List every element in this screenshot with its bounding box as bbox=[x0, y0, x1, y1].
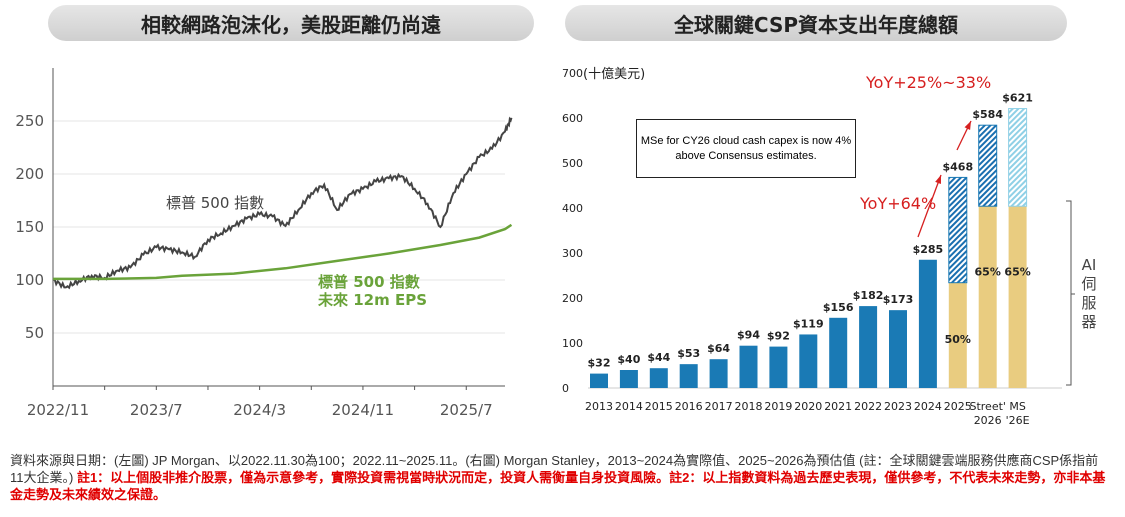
x-tick-label: 2021 bbox=[824, 400, 852, 413]
value-label: $53 bbox=[677, 347, 700, 360]
eps-label: 未來 12m EPS bbox=[317, 291, 427, 309]
value-label: $32 bbox=[588, 357, 611, 370]
value-label: $64 bbox=[707, 342, 730, 355]
sp500-label: 標普 500 指數 bbox=[166, 194, 264, 212]
y-tick-label: 50 bbox=[25, 324, 44, 342]
value-label: $182 bbox=[853, 289, 884, 302]
x-tick-label: 2013 bbox=[585, 400, 613, 413]
arrowhead bbox=[964, 121, 971, 130]
footnote: 資料來源與日期：(左圖) JP Morgan、以2022.11.30為100；2… bbox=[10, 452, 1110, 503]
x-tick-label: 2018 bbox=[735, 400, 763, 413]
capex-bar-chart: 0 100 200 300 400 500 600 700 (十億美元) $32 2013 $40 20… bbox=[562, 66, 1075, 427]
y-tick-label: 100 bbox=[562, 337, 583, 350]
x-tick-label: 2024/3 bbox=[233, 401, 286, 419]
x-tick-label: 2019 bbox=[764, 400, 792, 413]
bar bbox=[709, 359, 728, 388]
y-tick-label: 150 bbox=[15, 218, 44, 236]
left-chart-title: 相較網路泡沫化，美股距離仍尚遠 bbox=[48, 5, 534, 41]
bar bbox=[799, 334, 818, 388]
ai-bracket bbox=[1066, 200, 1075, 386]
y-tick-label: 500 bbox=[562, 157, 583, 170]
bar bbox=[590, 373, 608, 388]
arrowhead bbox=[935, 175, 941, 184]
annotation-box: MSe for CY26 cloud cash capex is now 4% … bbox=[636, 119, 856, 178]
bar-other-segment bbox=[978, 124, 998, 207]
source-note: 資料來源與日期：(左圖) JP Morgan、以2022.11.30為100；2… bbox=[10, 453, 1099, 485]
x-tick-label: 2016 bbox=[675, 400, 703, 413]
x-tick-label: 2023 bbox=[884, 400, 912, 413]
y-tick-label: 700 bbox=[562, 67, 583, 80]
y-tick-label: 100 bbox=[15, 271, 44, 289]
bar bbox=[889, 310, 907, 388]
eps-label: 標普 500 指數 bbox=[318, 273, 420, 291]
sp500-line bbox=[52, 116, 513, 290]
disclaimer-1: 註1：以上個股非推介股票，僅為示意參考，實際投資需視當時狀況而定，投資人需衡量自… bbox=[76, 470, 670, 485]
y-tick-label: 600 bbox=[562, 112, 583, 125]
y-tick-label: 200 bbox=[15, 165, 44, 183]
bar-other-segment bbox=[1008, 108, 1028, 207]
y-tick-label: 400 bbox=[562, 202, 583, 215]
x-tick-label: '26E bbox=[1006, 414, 1030, 427]
bar bbox=[769, 346, 788, 388]
bar bbox=[679, 364, 698, 388]
y-tick-label: 0 bbox=[562, 382, 569, 395]
value-label: $156 bbox=[823, 301, 854, 314]
value-label: $44 bbox=[647, 351, 670, 364]
x-tick-label: MS bbox=[1009, 400, 1025, 413]
value-label: $285 bbox=[913, 243, 944, 256]
right-chart-title: 全球關鍵CSP資本支出年度總額 bbox=[565, 5, 1067, 41]
value-label: $621 bbox=[1002, 92, 1033, 105]
x-tick-label: 2017 bbox=[705, 400, 733, 413]
ai-server-bracket-label: AI 伺服器 bbox=[1081, 256, 1097, 331]
ai-share-label: 50% bbox=[945, 333, 971, 346]
x-tick-label: 2026 bbox=[974, 414, 1002, 427]
bar-other-segment bbox=[948, 176, 968, 284]
yoy-64-label: YoY+64% bbox=[859, 194, 936, 213]
x-tick-label: 2024 bbox=[914, 400, 942, 413]
value-label: $173 bbox=[883, 293, 914, 306]
x-tick-label: Street' bbox=[969, 400, 1005, 413]
disclaimer-2: 註2：以上指數資料為過去歷史表現，僅供參考，不代表未來走勢，亦非本基金走勢及未來… bbox=[10, 470, 1106, 502]
x-tick-label: 2023/7 bbox=[130, 401, 183, 419]
value-label: $119 bbox=[793, 317, 824, 330]
y-tick-label: 200 bbox=[562, 292, 583, 305]
x-tick-label: 2014 bbox=[615, 400, 643, 413]
bar bbox=[649, 368, 668, 388]
bar bbox=[829, 317, 848, 388]
value-label: $468 bbox=[942, 160, 973, 173]
value-label: $584 bbox=[972, 108, 1003, 121]
x-tick-label: 2024/11 bbox=[332, 401, 394, 419]
x-tick-label: 2022 bbox=[854, 400, 882, 413]
x-tick-label: 2025 bbox=[944, 400, 972, 413]
ai-share-label: 65% bbox=[975, 266, 1001, 279]
y-tick-label: 300 bbox=[562, 247, 583, 260]
yoy-25-33-label: YoY+25%~33% bbox=[865, 73, 991, 92]
ai-share-label: 65% bbox=[1004, 266, 1030, 279]
growth-arrow bbox=[917, 174, 942, 238]
sp500-line-chart: 50 100 150 200 250 2022/11 2023/7 2024/3 2024/11… bbox=[15, 68, 513, 419]
bar bbox=[739, 345, 758, 388]
y-axis-unit: (十億美元) bbox=[583, 66, 645, 82]
x-tick-label: 2020 bbox=[794, 400, 822, 413]
bar-ai-segment bbox=[1008, 206, 1027, 388]
value-label: $92 bbox=[767, 330, 790, 343]
value-label: $40 bbox=[617, 353, 640, 366]
bar-ai-segment bbox=[948, 282, 967, 388]
value-label: $94 bbox=[737, 329, 760, 342]
x-tick-label: 2022/11 bbox=[27, 401, 89, 419]
x-tick-label: 2015 bbox=[645, 400, 673, 413]
bar bbox=[918, 259, 937, 388]
eps-line bbox=[53, 223, 513, 281]
bar-ai-segment bbox=[978, 206, 997, 388]
y-tick-label: 250 bbox=[15, 112, 44, 130]
x-tick-label: 2025/7 bbox=[440, 401, 493, 419]
bar bbox=[859, 306, 878, 388]
bar bbox=[619, 370, 638, 388]
